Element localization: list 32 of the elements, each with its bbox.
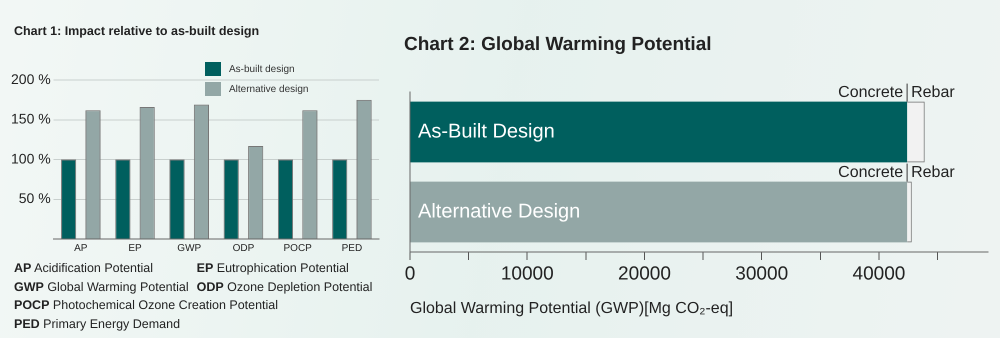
y-tick-label: 200 %: [10, 70, 51, 87]
y-tick-label: 100 %: [10, 150, 51, 166]
text: ODP Ozone Depletion Potential: [196, 280, 372, 294]
legend-label: As-built design: [229, 64, 295, 74]
legend-label: Alternative design: [229, 84, 308, 94]
x-tick-label: GWP: [177, 242, 202, 254]
series-label: Rebar: [911, 84, 956, 102]
chart-title: Chart 2: Global Warming Potential: [404, 34, 712, 56]
text: GWP Global Warming Potential: [14, 280, 189, 294]
text: POCP Photochemical Ozone Creation Potential: [14, 298, 278, 312]
chart-title: Chart 1: Impact relative to as-built design: [14, 24, 260, 38]
x-tick-label: ODP: [232, 242, 255, 254]
text: Concrete: [838, 164, 904, 182]
x-tick-label: POCP: [284, 242, 312, 254]
x-tick-label: 20000: [618, 264, 671, 285]
y-tick-label: 150 %: [10, 110, 51, 127]
text: AP Acidification Potential: [14, 261, 153, 275]
x-tick-label: 10000: [500, 264, 554, 285]
x-axis-title: Global Warming Potential (GWP)[Mg CO₂-eq]: [410, 300, 734, 317]
category-label: As-Built Design: [418, 120, 555, 143]
x-tick-label: PED: [342, 242, 362, 254]
series-label: Concrete: [838, 84, 904, 102]
x-tick-label: 0: [404, 264, 416, 285]
y-tick-label: 50 %: [18, 190, 51, 206]
x-tick-label: 40000: [852, 264, 906, 285]
text: EP Eutrophication Potential: [196, 261, 349, 275]
category-label: Alternative Design: [418, 200, 580, 223]
text: PED Primary Energy Demand: [14, 316, 180, 330]
x-tick-label: AP: [74, 242, 88, 254]
text: Rebar: [911, 164, 955, 182]
x-tick-label: EP: [128, 242, 142, 254]
x-tick-label: 30000: [735, 264, 788, 285]
